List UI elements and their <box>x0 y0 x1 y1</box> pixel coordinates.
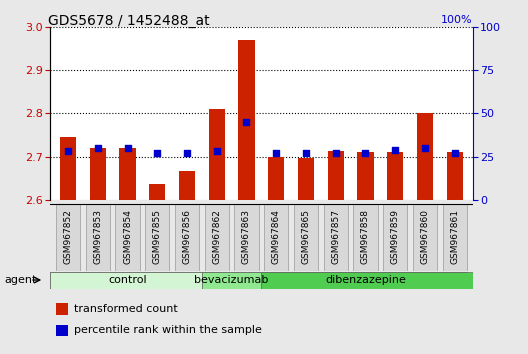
Point <box>93 145 102 151</box>
Point <box>153 150 162 156</box>
Point <box>183 150 191 156</box>
Text: GSM967865: GSM967865 <box>301 209 310 264</box>
Text: GSM967856: GSM967856 <box>183 209 192 264</box>
Text: GSM967861: GSM967861 <box>450 209 459 264</box>
Bar <box>149 183 165 200</box>
Bar <box>298 158 314 200</box>
Bar <box>119 148 136 200</box>
Text: GSM967854: GSM967854 <box>123 209 132 264</box>
Bar <box>413 204 437 271</box>
Bar <box>268 156 285 200</box>
Bar <box>261 272 478 289</box>
Text: GDS5678 / 1452488_at: GDS5678 / 1452488_at <box>48 14 209 28</box>
Bar <box>56 204 80 271</box>
Bar <box>234 204 259 271</box>
Bar <box>357 152 374 200</box>
Bar <box>56 325 68 336</box>
Text: GSM967858: GSM967858 <box>361 209 370 264</box>
Text: GSM967852: GSM967852 <box>63 209 72 264</box>
Bar <box>202 272 261 289</box>
Point <box>391 147 400 153</box>
Bar <box>447 152 463 200</box>
Bar <box>383 204 408 271</box>
Text: bevacizumab: bevacizumab <box>194 275 269 285</box>
Point <box>450 150 459 156</box>
Text: GSM967862: GSM967862 <box>212 209 221 264</box>
Bar <box>86 204 110 271</box>
Text: dibenzazepine: dibenzazepine <box>325 275 406 285</box>
Text: GSM967863: GSM967863 <box>242 209 251 264</box>
Text: GSM967855: GSM967855 <box>153 209 162 264</box>
Point <box>272 150 280 156</box>
Bar <box>60 137 76 200</box>
Bar <box>50 272 202 289</box>
Bar <box>387 152 403 200</box>
Text: percentile rank within the sample: percentile rank within the sample <box>74 325 262 336</box>
Text: GSM967859: GSM967859 <box>391 209 400 264</box>
Bar <box>417 113 433 200</box>
Point <box>421 145 429 151</box>
Bar <box>324 204 348 271</box>
Point <box>332 150 340 156</box>
Bar <box>209 109 225 200</box>
Text: transformed count: transformed count <box>74 304 177 314</box>
Bar <box>238 40 254 200</box>
Text: GSM967853: GSM967853 <box>93 209 102 264</box>
Bar <box>327 152 344 200</box>
Bar <box>353 204 378 271</box>
Point <box>64 149 72 154</box>
Text: control: control <box>108 275 147 285</box>
Point <box>302 150 310 156</box>
Text: 100%: 100% <box>441 15 473 25</box>
Point <box>361 150 370 156</box>
Bar <box>145 204 169 271</box>
Text: GSM967857: GSM967857 <box>331 209 340 264</box>
Point <box>123 145 131 151</box>
Bar <box>179 171 195 200</box>
Text: agent: agent <box>4 275 36 285</box>
Bar <box>442 204 467 271</box>
Bar <box>294 204 318 271</box>
Bar <box>115 204 140 271</box>
Bar <box>204 204 229 271</box>
Point <box>242 119 251 125</box>
Text: GSM967860: GSM967860 <box>420 209 429 264</box>
Text: GSM967864: GSM967864 <box>272 209 281 264</box>
Bar <box>175 204 199 271</box>
Bar <box>264 204 288 271</box>
Bar <box>56 303 68 315</box>
Point <box>212 149 221 154</box>
Bar <box>90 148 106 200</box>
